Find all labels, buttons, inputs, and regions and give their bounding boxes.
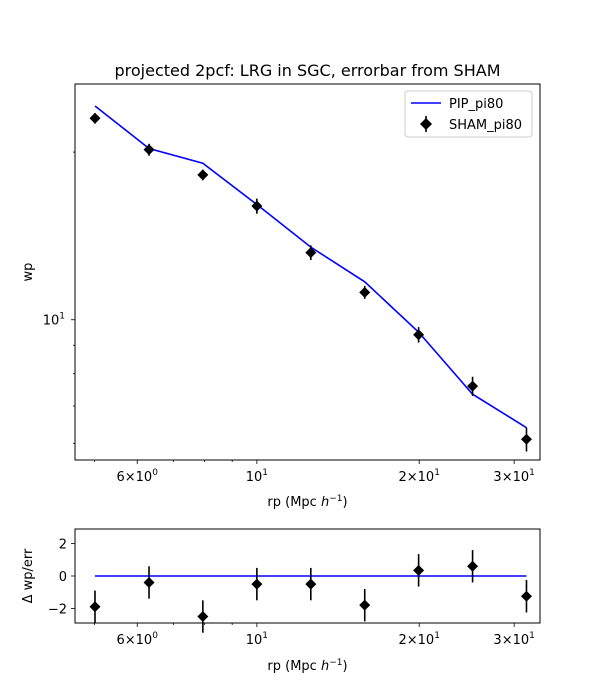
residual-data-point [359,599,371,611]
main-xlabel-text: rp (Mpc [267,495,321,510]
main-y-tick-label: 101 [43,312,65,329]
residual-x-tick-label: 6×100 [117,631,159,648]
main-data-point [143,144,155,156]
main-data-point [89,112,101,124]
residual-x-tick-label: 3×101 [493,631,534,648]
main-xlabel-h: h [321,495,329,510]
residual-data-point [89,601,101,613]
residual-axes-frame [74,528,541,624]
residual-xlabel: rp (Mpc h−1) [267,658,347,674]
residual-xlabel-exp: −1 [329,658,342,668]
residual-data-point [305,578,317,590]
main-plot-area [89,105,532,452]
residual-data-point [520,590,532,602]
main-data-point [197,169,209,181]
residual-ylabel: Δ wp/err [21,548,36,603]
main-axes-frame [74,83,541,461]
residual-xlabel-close: ) [343,659,348,674]
legend-marker-sham [420,118,432,130]
main-data-point [251,200,263,212]
main-x-tick-label: 6×100 [117,468,159,485]
main-xlabel: rp (Mpc h−1) [267,494,347,510]
residual-data-point [467,560,479,572]
main-axes: 6×100 101 2×101 3×101 101 [43,151,535,485]
residual-axes: 6×100 101 2×101 3×101 2 0 −2 [48,538,535,648]
legend: PIP_pi80 SHAM_pi80 [404,90,533,138]
main-ylabel: wp [21,263,36,282]
main-data-point [467,380,479,392]
main-x-tick-label: 3×101 [493,468,534,485]
residual-plot-area [89,550,532,633]
residual-y-tick-label: −2 [48,602,67,617]
residual-data-point [143,576,155,588]
main-data-point [359,286,371,298]
legend-label-pip: PIP_pi80 [449,97,503,112]
residual-x-tick-label: 101 [246,631,268,648]
residual-xlabel-text: rp (Mpc [267,659,321,674]
main-xlabel-close: ) [343,495,348,510]
main-data-point [413,329,425,341]
residual-x-tick-label: 2×101 [398,631,439,648]
residual-xlabel-h: h [321,659,329,674]
residual-y-tick-label: 0 [59,570,67,585]
main-x-tick-label: 101 [246,468,268,485]
main-title: projected 2pcf: LRG in SGC, errorbar fro… [115,61,501,80]
legend-label-sham: SHAM_pi80 [449,118,522,133]
residual-y-tick-label: 2 [59,538,67,553]
main-panel: projected 2pcf: LRG in SGC, errorbar fro… [21,61,541,510]
residual-data-point [197,611,209,623]
residual-data-point [413,564,425,576]
main-xlabel-exp: −1 [329,494,342,504]
residual-data-point [251,578,263,590]
residual-panel: 6×100 101 2×101 3×101 2 0 −2 Δ wp/err rp (Mpc … [21,528,541,674]
main-x-tick-label: 2×101 [398,468,439,485]
main-data-point [520,433,532,445]
main-data-point [305,247,317,259]
main-series-line [94,105,527,429]
